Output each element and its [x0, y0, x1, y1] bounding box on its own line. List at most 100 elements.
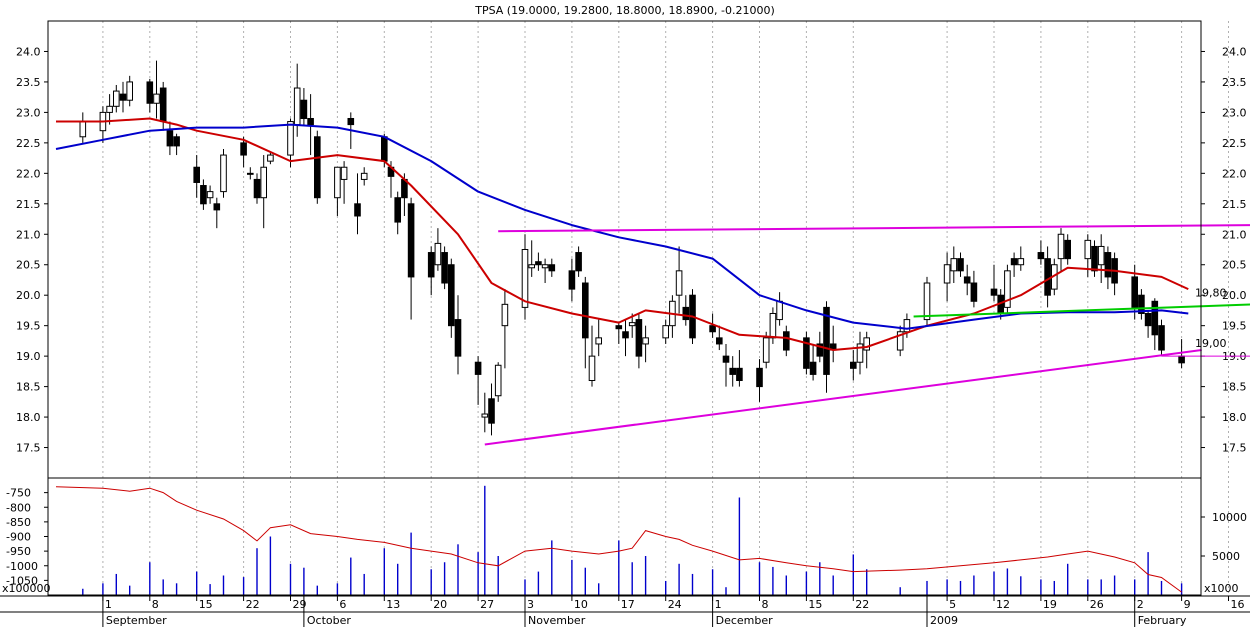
candle-body	[79, 121, 87, 138]
candle-body	[1091, 245, 1098, 272]
chart-title: TPSA (19.0000, 19.2800, 18.8000, 18.8900…	[474, 4, 775, 17]
candle-body	[220, 154, 227, 193]
date-tick-label: 15	[808, 598, 822, 611]
candle-body	[1044, 258, 1051, 296]
candle-body	[863, 337, 871, 351]
candle-body	[106, 105, 113, 113]
candle-body	[448, 264, 455, 327]
candle-body	[950, 258, 958, 272]
candle-body	[923, 282, 931, 321]
date-tick-label: 10	[574, 598, 588, 611]
candle-body	[803, 337, 810, 369]
volume-unit-label: x1000	[1204, 582, 1239, 595]
candle-body	[441, 252, 448, 284]
price-tick-label-left: 21.5	[16, 198, 41, 211]
date-tick-label: 29	[293, 598, 307, 611]
candle-body	[494, 364, 502, 397]
price-tick-label-left: 20.0	[16, 289, 41, 302]
price-tick-label-left: 22.0	[16, 167, 41, 180]
candle-body	[427, 252, 435, 278]
oscillator-line	[55, 486, 1182, 593]
candle-body	[642, 337, 649, 345]
volume-tick-label: 5000	[1212, 550, 1240, 563]
oscillator-unit-label: x100000	[2, 582, 51, 595]
date-tick-label: 6	[339, 598, 346, 611]
oscillator-tick-label: -950	[6, 545, 31, 558]
grid-lines	[102, 21, 1229, 595]
price-tick-label-left: 19.0	[16, 350, 41, 363]
candle-body	[588, 355, 596, 382]
price-tick-label-left: 18.0	[16, 411, 41, 424]
candle-body	[990, 288, 998, 296]
trend-lines	[484, 224, 1250, 446]
trend-line	[913, 303, 1250, 318]
date-tick-label: 16	[1231, 598, 1245, 611]
candle-body	[1104, 252, 1112, 278]
candle-body	[729, 367, 737, 375]
candle-body	[1017, 258, 1025, 266]
trend-line	[484, 349, 1202, 446]
volume-axis: 5000 10000 x1000	[1201, 511, 1247, 595]
candle-body	[394, 197, 401, 223]
candle-body	[776, 300, 783, 321]
candle-body	[1064, 239, 1072, 260]
candle-body	[970, 282, 978, 302]
candle-body	[635, 319, 643, 357]
price-tick-label-left: 23.5	[16, 76, 41, 89]
oscillator-tick-label: -900	[6, 531, 31, 544]
date-tick-label: 22	[855, 598, 869, 611]
moving-average-line	[56, 117, 1189, 351]
candle-body	[193, 166, 200, 183]
price-tick-label-left: 21.0	[16, 228, 41, 241]
price-tick-label-right: 18.5	[1222, 381, 1247, 394]
candle-body	[407, 203, 415, 278]
candle-body	[548, 264, 556, 272]
month-label: November	[528, 614, 586, 627]
candle-body	[762, 337, 770, 363]
date-tick-label: 2	[1137, 598, 1144, 611]
candle-body	[582, 282, 589, 339]
candle-body	[615, 325, 623, 330]
month-label: 2009	[930, 614, 958, 627]
price-tick-label-right: 20.5	[1222, 259, 1247, 272]
chart-frame	[0, 20, 1250, 613]
candle-body	[1138, 294, 1145, 314]
candle-body	[166, 130, 174, 147]
candle-body	[809, 361, 817, 375]
candle-body	[247, 172, 254, 175]
candle-body	[488, 398, 495, 424]
candle-body	[528, 264, 536, 269]
oscillator-tick-label: -850	[6, 516, 31, 529]
candles	[79, 60, 1185, 436]
candle-body	[153, 93, 160, 104]
price-tick-label-right: 17.5	[1222, 442, 1247, 455]
price-tick-label-left: 22.5	[16, 137, 41, 150]
annotations: 19,80 19,00	[1195, 286, 1227, 350]
price-tick-label-left: 24.0	[16, 45, 41, 58]
candle-body	[963, 276, 971, 284]
price-axis: 17.5 17.518.0 18.018.5 18.519.0 19.019.5 19.5…	[16, 45, 1247, 454]
candle-body	[126, 81, 134, 101]
candle-body	[716, 337, 723, 345]
oscillator-tick-label: -1000	[6, 560, 38, 573]
candle-body	[314, 136, 321, 199]
date-tick-label: 15	[199, 598, 213, 611]
candle-body	[662, 325, 670, 339]
candle-body	[454, 319, 462, 357]
candle-body	[856, 343, 864, 363]
candle-body	[206, 191, 214, 199]
price-tick-label-right: 21.5	[1222, 198, 1247, 211]
candle-body	[816, 343, 824, 357]
candle-body	[1004, 270, 1011, 308]
date-tick-label: 19	[1043, 598, 1057, 611]
candle-body	[541, 264, 549, 269]
price-tick-label-left: 23.0	[16, 106, 41, 119]
candle-body	[628, 322, 636, 327]
plot-frame	[47, 20, 1202, 596]
price-tick-label-right: 22.5	[1222, 137, 1247, 150]
candle-body	[340, 166, 348, 180]
candle-body	[146, 81, 154, 104]
